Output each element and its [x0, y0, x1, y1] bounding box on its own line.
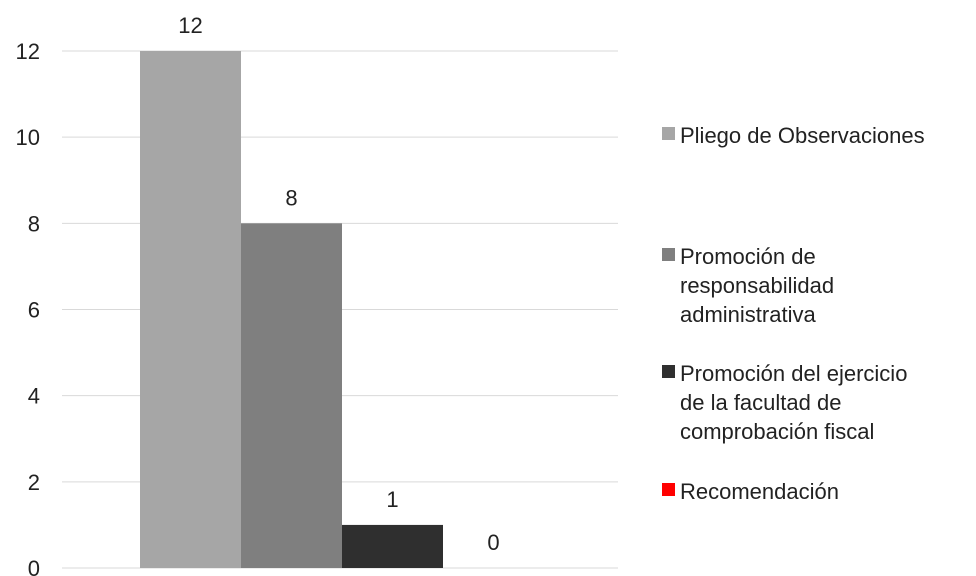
legend-swatch-2: [662, 248, 675, 261]
y-axis-tick-labels: 0 2 4 6 8 10 12: [16, 39, 40, 576]
legend-label-2: Promoción de responsabilidad administrativ…: [680, 244, 834, 327]
bars: [140, 51, 443, 569]
y-tick-label: 6: [28, 298, 40, 323]
y-tick-label: 0: [28, 556, 40, 576]
legend-label-1: Pliego de Observaciones: [680, 123, 925, 148]
data-label-2: 8: [285, 185, 297, 210]
data-label-1: 12: [178, 13, 202, 38]
legend-swatch-1: [662, 127, 675, 140]
legend-swatch-4: [662, 483, 675, 496]
y-tick-label: 2: [28, 470, 40, 495]
legend: Pliego de Observaciones Promoción de respo…: [662, 123, 925, 504]
y-tick-label: 8: [28, 211, 40, 236]
data-labels: 12 8 1 0: [178, 13, 499, 555]
bar-2: [241, 223, 342, 569]
y-tick-label: 10: [16, 125, 40, 150]
legend-swatch-3: [662, 365, 675, 378]
data-label-4: 0: [487, 530, 499, 555]
legend-label-3: Promoción del ejercicio de la facultad de…: [680, 361, 907, 444]
data-label-3: 1: [386, 487, 398, 512]
bar-3: [342, 524, 443, 568]
legend-label-4: Recomendación: [680, 479, 839, 504]
bar-1: [140, 51, 241, 568]
y-tick-label: 4: [28, 384, 40, 409]
y-tick-label: 12: [16, 39, 40, 64]
